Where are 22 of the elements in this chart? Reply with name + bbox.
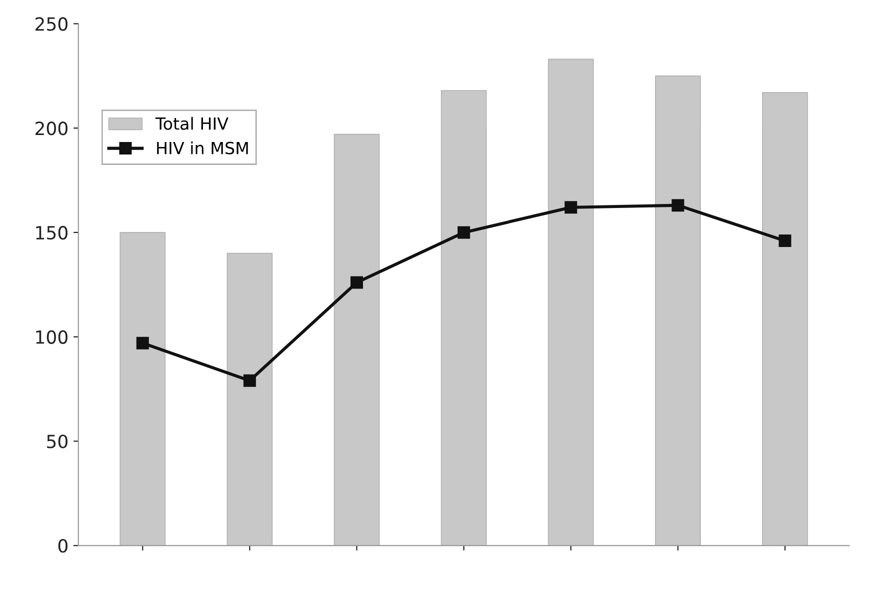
bar (655, 75, 701, 546)
bar (226, 252, 273, 546)
point (778, 234, 792, 248)
bar (334, 134, 380, 546)
bar (762, 92, 808, 546)
bar (548, 58, 594, 546)
point (564, 201, 578, 214)
point (350, 276, 363, 289)
point (136, 336, 149, 350)
y-tick-label: 100 (36, 330, 68, 344)
y-tick-label: 0 (58, 539, 68, 553)
y-tick-label: 250 (36, 17, 68, 31)
y-tick-label: 200 (36, 122, 68, 136)
legend-label: Total HIV (155, 116, 228, 130)
bar (120, 232, 166, 546)
point (243, 374, 256, 387)
y-tick-label: 50 (47, 434, 68, 448)
point (672, 199, 684, 212)
legend-label: HIV in MSM (157, 141, 248, 154)
point (458, 226, 470, 239)
y-tick-label: 150 (36, 226, 68, 240)
bar (440, 90, 487, 546)
